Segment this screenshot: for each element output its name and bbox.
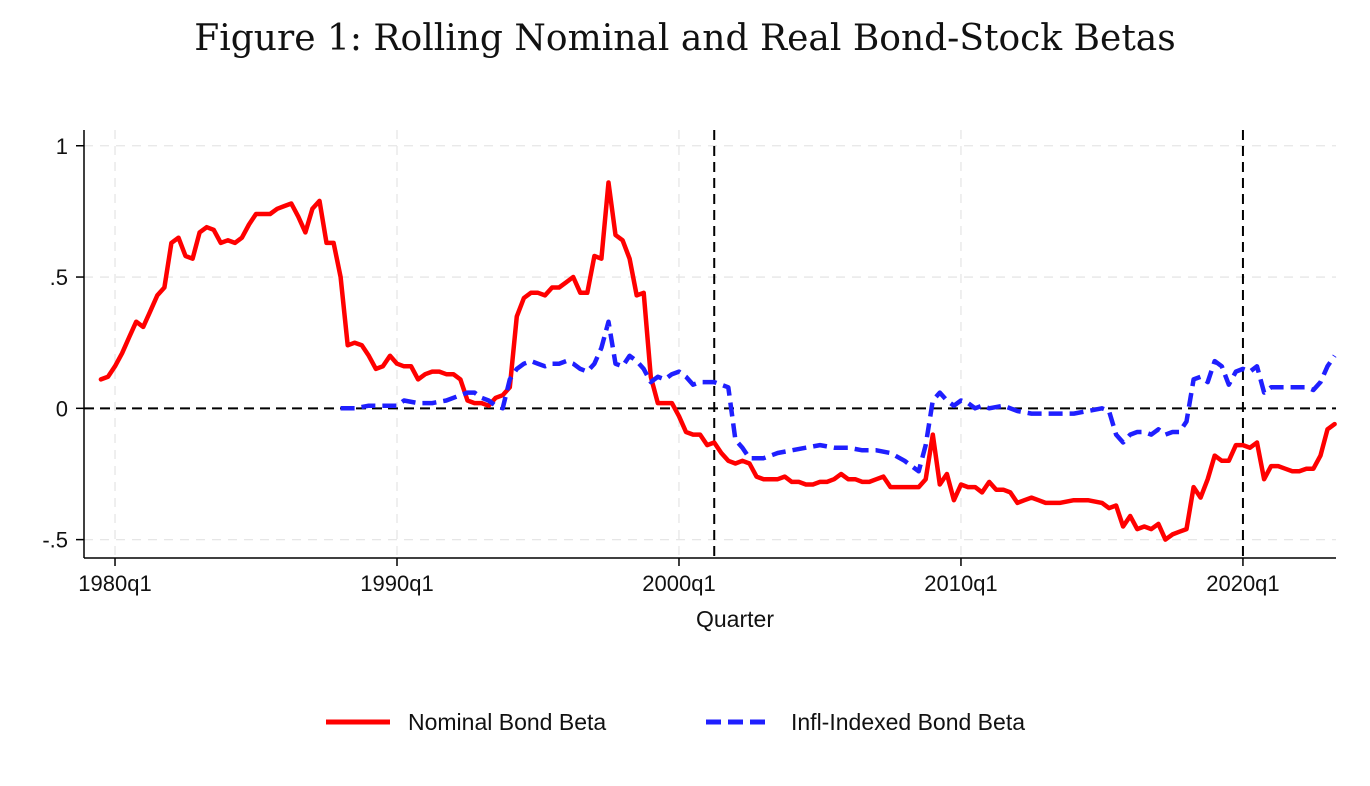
x-tick-label: 2010q1 [924, 571, 997, 596]
x-tick-label: 2020q1 [1206, 571, 1279, 596]
legend-label: Infl-Indexed Bond Beta [791, 709, 1025, 735]
reference-lines [84, 130, 1336, 558]
series-lines [98, 180, 1337, 542]
x-tick-label: 2000q1 [642, 571, 715, 596]
y-tick-label: 0 [56, 396, 68, 421]
axes: 1 .5 0 -.5 1980q1 1990q1 2000q1 2010q1 2020q1 Qua… [42, 130, 1336, 632]
series-line-infl-indexed [340, 319, 1337, 474]
y-tick-label: -.5 [42, 528, 68, 553]
y-tick-label: .5 [50, 265, 68, 290]
chart-title: Figure 1: Rolling Nominal and Real Bond-… [194, 18, 1176, 59]
x-tick-label: 1990q1 [360, 571, 433, 596]
x-axis-title: Quarter [696, 606, 774, 632]
legend: Nominal Bond Beta Infl-Indexed Bond Beta [326, 709, 1025, 735]
grid-lines [84, 130, 1336, 558]
y-tick-label: 1 [56, 134, 68, 159]
series-line-nominal [98, 180, 1337, 542]
x-tick-label: 1980q1 [78, 571, 151, 596]
legend-label: Nominal Bond Beta [408, 709, 606, 735]
